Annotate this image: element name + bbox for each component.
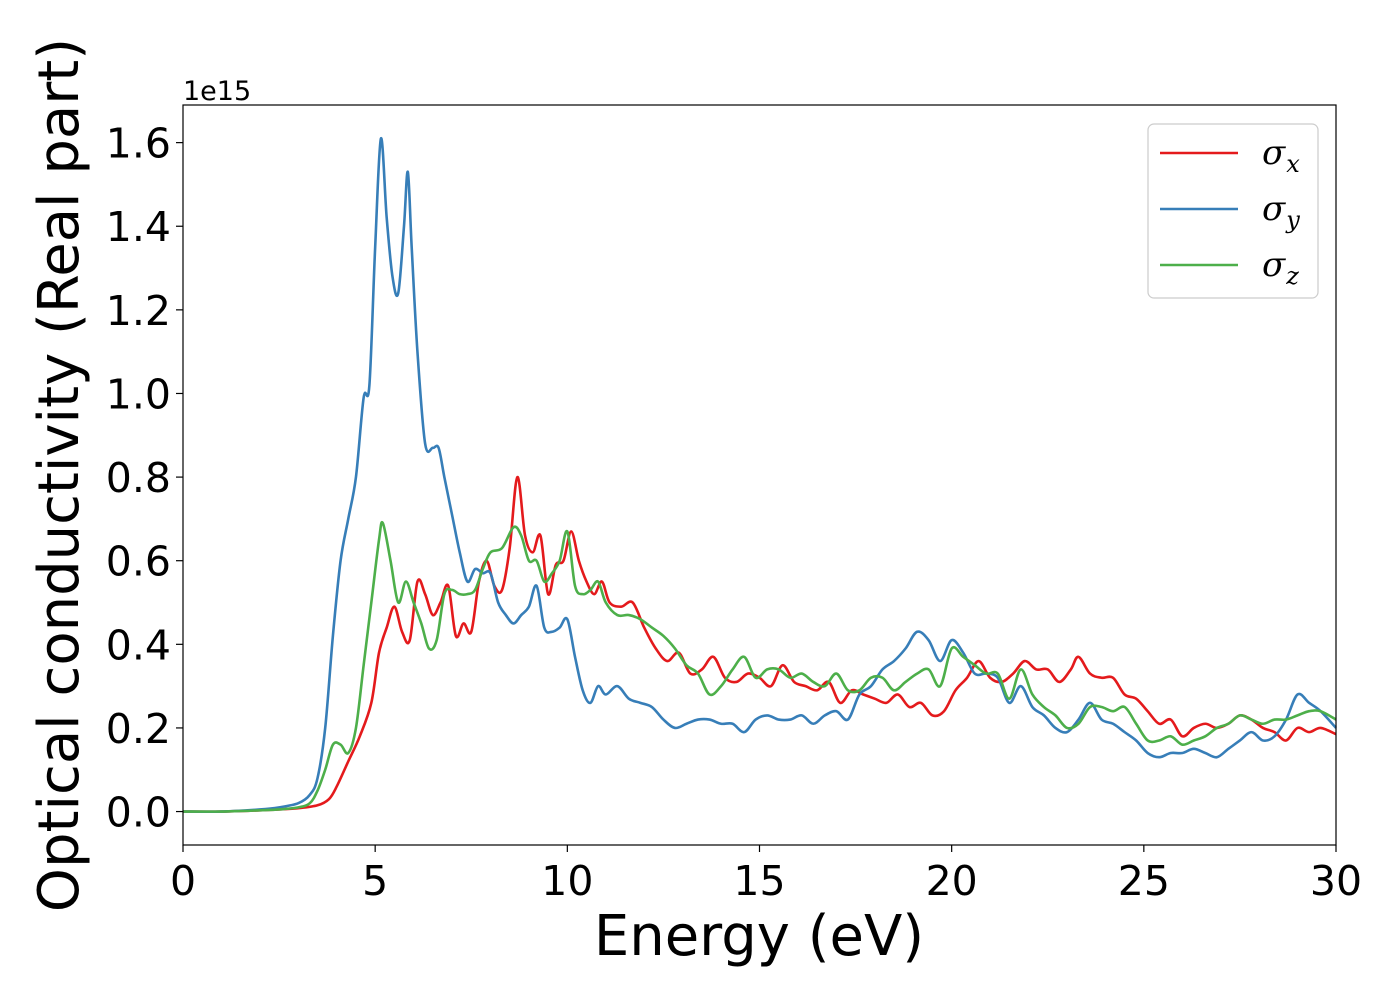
series-line-sigma-z xyxy=(182,520,1337,813)
legend-box xyxy=(1147,123,1319,299)
series-line-sigma-x xyxy=(182,475,1337,813)
y-offset-text: 1e15 xyxy=(183,76,251,107)
y-tick-label: 0.4 xyxy=(106,621,171,669)
x-tick-label: 25 xyxy=(1118,857,1170,905)
series-layer xyxy=(182,137,1337,814)
y-tick-label: 1.0 xyxy=(106,370,171,418)
y-tick-label: 0.6 xyxy=(106,538,171,586)
y-tick-label: 0.2 xyxy=(106,705,171,753)
x-tick-label: 20 xyxy=(926,857,978,905)
x-tick-label: 10 xyxy=(541,857,593,905)
x-tick-label: 15 xyxy=(733,857,785,905)
y-tick-label: 0.8 xyxy=(106,454,171,502)
x-tick-label: 30 xyxy=(1310,857,1362,905)
y-tick-label: 0.0 xyxy=(106,789,171,837)
x-tick-label: 5 xyxy=(362,857,388,905)
x-axis-title: Energy (eV) xyxy=(594,904,924,969)
y-tick-label: 1.6 xyxy=(106,120,171,168)
y-tick-label: 1.2 xyxy=(106,287,171,335)
y-tick-label: 1.4 xyxy=(106,203,171,251)
plot-area xyxy=(182,104,1337,846)
y-axis-title: Optical conductivity (Real part) xyxy=(27,38,92,912)
y-axis: 0.0 0.2 0.4 0.6 0.8 1.0 1.2 1.4 1.6 xyxy=(106,120,183,837)
x-tick-label: 0 xyxy=(170,857,196,905)
series-line-sigma-y xyxy=(182,137,1337,814)
x-axis: 0 5 10 15 20 25 30 xyxy=(170,845,1362,905)
